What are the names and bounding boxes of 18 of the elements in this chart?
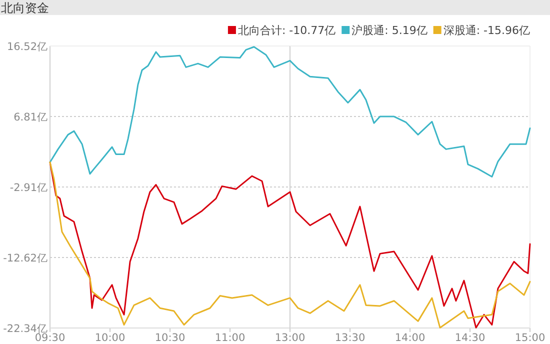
y-tick-label: 16.52亿: [6, 41, 48, 53]
x-tick-label: 10:30: [154, 332, 186, 344]
y-tick-label: -12.62亿: [3, 252, 48, 264]
x-tick-label: 13:30: [334, 332, 366, 344]
x-tick-label: 14:30: [454, 332, 486, 344]
x-tick-label: 10:00: [94, 332, 126, 344]
x-tick-label: 15:00: [514, 332, 546, 344]
y-tick-label: -2.91亿: [10, 182, 48, 194]
x-tick-label: 11:00: [214, 332, 246, 344]
y-tick-label: 6.81亿: [14, 111, 48, 124]
legend-label: 北向合计: -10.77亿: [238, 24, 336, 37]
y-tick-label: -22.34亿: [3, 323, 48, 335]
legend-label: 深股通: -15.96亿: [443, 24, 530, 37]
chart-title: 北向资金: [1, 1, 49, 15]
x-tick-label: 09:30: [34, 332, 66, 344]
legend-label: 沪股通: 5.19亿: [352, 24, 428, 37]
x-tick-label: 13:00: [274, 332, 306, 344]
x-tick-label: 14:00: [394, 332, 426, 344]
